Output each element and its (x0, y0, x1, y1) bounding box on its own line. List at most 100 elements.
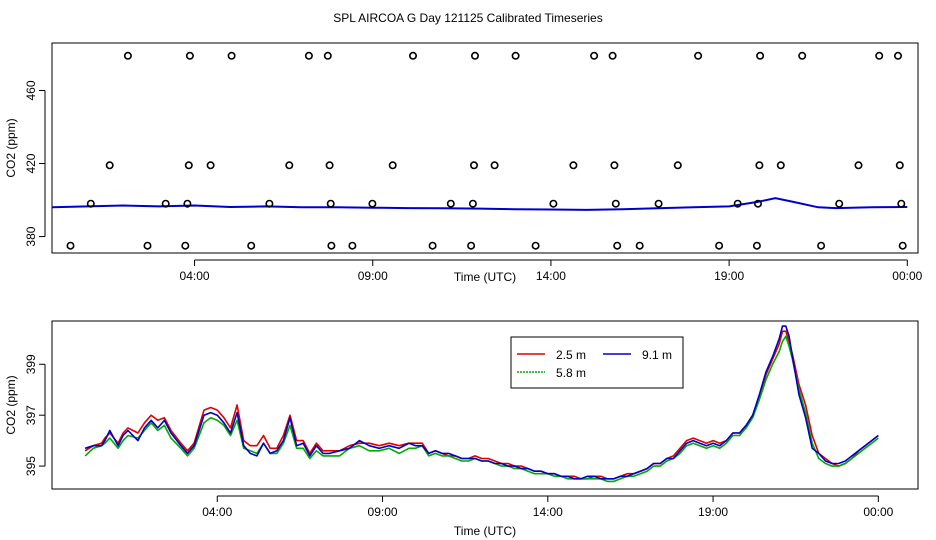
scatter-y-tick-label: 420 (24, 153, 38, 173)
calibration-point (893, 51, 902, 60)
legend-label-9-1m: 9.1 m (642, 348, 672, 362)
calibration-point (181, 241, 190, 250)
line-x-tick-label: 09:00 (368, 505, 398, 519)
line-y-tick-label: 397 (24, 405, 38, 425)
calibration-point (875, 51, 884, 60)
calibration-point (854, 161, 863, 170)
calibration-point (610, 161, 619, 170)
calibration-point (895, 161, 904, 170)
calibration-point (898, 241, 907, 250)
calibration-point (446, 199, 455, 208)
calibration-point (752, 241, 761, 250)
calibration-point (161, 199, 170, 208)
calibration-point (654, 199, 663, 208)
scatter-plot-area (52, 51, 908, 250)
series-line-2-5-m (84, 330, 879, 480)
calibration-point (613, 241, 622, 250)
line-plot-area (84, 325, 879, 483)
scatter-panel: 04:00 09:00 14:00 19:00 00:00 380 420 460 Time… (4, 42, 923, 284)
scatter-y-tick-label: 380 (24, 226, 38, 246)
calibration-point (408, 51, 417, 60)
legend-label-2-5m: 2.5 m (556, 348, 586, 362)
scatter-x-axis-label: Time (UTC) (454, 270, 516, 284)
calibration-point (388, 161, 397, 170)
calibration-point (798, 51, 807, 60)
calibration-point (348, 241, 357, 250)
line-y-axis: 395 397 399 (24, 354, 46, 476)
calibration-point (206, 161, 215, 170)
line-series-group (84, 325, 879, 483)
calibration-point (66, 241, 75, 250)
series-line-9-1-m (84, 325, 879, 480)
co2-trend-line (52, 197, 908, 211)
scatter-x-tick-label: 00:00 (892, 269, 922, 283)
scatter-y-axis-label: CO2 (ppm) (4, 118, 18, 177)
line-panel: 04:00 09:00 14:00 19:00 00:00 395 397 399 Time… (4, 320, 919, 538)
legend: 2.5 m 9.1 m 5.8 m (510, 336, 684, 389)
calibration-point (469, 161, 478, 170)
line-x-tick-label: 04:00 (202, 505, 232, 519)
calibration-point (897, 199, 906, 208)
calibration-point (569, 161, 578, 170)
calibration-point (470, 51, 479, 60)
calibration-point (694, 51, 703, 60)
calibration-point (753, 199, 762, 208)
calibration-point (835, 199, 844, 208)
calibration-point (227, 51, 236, 60)
calibration-point (635, 241, 644, 250)
calibration-point (590, 51, 599, 60)
calibration-point (755, 161, 764, 170)
calibration-point (323, 51, 332, 60)
calibration-point (86, 199, 95, 208)
figure-title: SPL AIRCOA G Day 121125 Calibrated Times… (333, 11, 602, 25)
scatter-series-group (52, 51, 908, 250)
calibration-point (123, 51, 132, 60)
line-y-axis-label: CO2 (ppm) (4, 375, 18, 434)
calibration-point (428, 241, 437, 250)
calibration-point (326, 199, 335, 208)
calibration-point (143, 241, 152, 250)
scatter-plot-frame (51, 42, 919, 254)
scatter-x-tick-label: 04:00 (180, 269, 210, 283)
calibration-point (817, 241, 826, 250)
calibration-point (608, 51, 617, 60)
legend-box (510, 336, 684, 389)
calibration-point (183, 199, 192, 208)
calibration-point (185, 51, 194, 60)
scatter-y-tick-label: 460 (24, 80, 38, 100)
line-y-tick-label: 395 (24, 456, 38, 476)
line-x-axis-label: Time (UTC) (454, 524, 516, 538)
calibration-point (304, 51, 313, 60)
calibration-point (756, 51, 765, 60)
scatter-x-tick-label: 14:00 (536, 269, 566, 283)
scatter-x-axis: 04:00 09:00 14:00 19:00 00:00 (180, 259, 923, 283)
calibration-point (490, 161, 499, 170)
line-x-axis: 04:00 09:00 14:00 19:00 00:00 (202, 495, 894, 519)
line-x-tick-label: 00:00 (863, 505, 893, 519)
calibration-point (327, 241, 336, 250)
calibration-point (549, 199, 558, 208)
calibration-point (511, 51, 520, 60)
calibration-point (285, 161, 294, 170)
calibration-point (325, 161, 334, 170)
calibration-point (733, 199, 742, 208)
scatter-x-tick-label: 19:00 (714, 269, 744, 283)
line-y-tick-label: 399 (24, 354, 38, 374)
scatter-y-axis: 380 420 460 (24, 80, 46, 247)
calibration-point (776, 161, 785, 170)
series-line-5-8-m (84, 335, 879, 483)
calibration-point (368, 199, 377, 208)
line-x-tick-label: 19:00 (698, 505, 728, 519)
calibration-point (467, 241, 476, 250)
scatter-x-tick-label: 09:00 (358, 269, 388, 283)
calibration-point (715, 241, 724, 250)
calibration-point (468, 199, 477, 208)
calibration-point (265, 199, 274, 208)
line-plot-frame (51, 320, 919, 490)
calibration-point (184, 161, 193, 170)
calibration-point (611, 199, 620, 208)
calibration-point (531, 241, 540, 250)
calibration-point (105, 161, 114, 170)
legend-label-5-8m: 5.8 m (556, 366, 586, 380)
